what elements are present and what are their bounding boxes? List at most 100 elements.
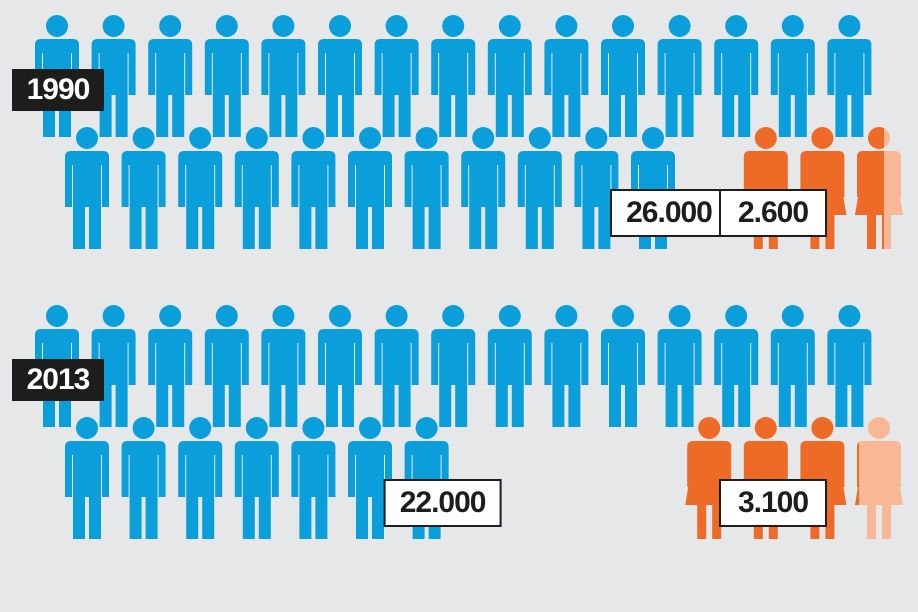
person-body xyxy=(261,329,306,427)
person-head xyxy=(585,127,608,149)
person-body xyxy=(770,39,815,137)
person-head xyxy=(668,305,691,327)
person-head xyxy=(754,127,777,149)
person-head xyxy=(159,305,182,327)
person-body xyxy=(601,39,645,137)
person-icon xyxy=(517,127,562,249)
person-body xyxy=(204,39,249,137)
person-head xyxy=(215,15,238,37)
person-body xyxy=(461,151,506,249)
person-body xyxy=(291,151,336,249)
person-head xyxy=(698,417,721,439)
person-body xyxy=(204,329,249,427)
person-head xyxy=(302,127,325,149)
person-icon xyxy=(574,127,619,249)
person-body xyxy=(827,39,872,137)
person-head xyxy=(555,15,578,37)
person-icon xyxy=(234,127,279,249)
person-icon xyxy=(827,305,872,427)
person-icon xyxy=(855,417,903,539)
person-body xyxy=(431,39,476,137)
person-body xyxy=(714,39,759,137)
person-icon xyxy=(261,15,306,137)
person-icon xyxy=(714,305,759,427)
person-icon xyxy=(770,15,815,137)
person-body xyxy=(855,441,903,539)
person-head xyxy=(781,305,804,327)
person-body xyxy=(855,442,859,505)
person-head xyxy=(811,417,834,439)
person-body xyxy=(318,329,362,427)
person-body xyxy=(487,39,532,137)
person-body xyxy=(855,151,884,249)
person-body xyxy=(517,151,562,249)
person-icon xyxy=(261,305,306,427)
person-body xyxy=(121,441,166,539)
person-head xyxy=(76,417,98,439)
person-icon xyxy=(601,305,645,427)
person-icon xyxy=(348,417,392,539)
person-body xyxy=(121,151,166,249)
person-icon xyxy=(121,127,166,249)
person-head xyxy=(189,417,212,439)
person-head xyxy=(415,417,438,439)
person-head xyxy=(76,127,98,149)
person-icon xyxy=(204,15,249,137)
person-icon xyxy=(374,305,419,427)
person-body xyxy=(91,39,136,137)
person-head xyxy=(245,127,268,149)
person-head xyxy=(385,305,408,327)
person-head xyxy=(868,127,884,149)
person-head xyxy=(781,15,804,37)
person-head xyxy=(754,417,777,439)
person-icon xyxy=(204,305,249,427)
person-icon xyxy=(291,417,336,539)
person-icon xyxy=(178,417,223,539)
person-icon xyxy=(291,127,336,249)
person-icon xyxy=(770,305,815,427)
person-body xyxy=(148,39,193,137)
person-body xyxy=(431,329,476,427)
person-icon xyxy=(827,15,872,137)
person-head xyxy=(132,127,155,149)
person-head xyxy=(472,127,495,149)
person-head xyxy=(668,15,691,37)
person-body xyxy=(544,329,589,427)
year-box xyxy=(12,69,104,111)
person-head xyxy=(528,127,551,149)
person-icon xyxy=(461,127,506,249)
person-head xyxy=(46,305,68,327)
person-head xyxy=(272,15,295,37)
person-head xyxy=(329,15,351,37)
person-head xyxy=(102,305,125,327)
person-body xyxy=(178,441,223,539)
value-label: 2.600 xyxy=(738,196,808,229)
value-label-box xyxy=(383,479,502,527)
person-icon xyxy=(657,305,702,427)
person-body xyxy=(657,329,702,427)
value-label: 26.000 xyxy=(626,196,712,229)
person-head xyxy=(442,305,465,327)
person-icon xyxy=(318,305,362,427)
person-head xyxy=(868,417,890,439)
person-head xyxy=(498,15,521,37)
person-icon xyxy=(601,15,645,137)
person-head xyxy=(612,15,634,37)
person-body xyxy=(348,441,392,539)
person-body xyxy=(827,329,872,427)
value-label-box xyxy=(719,479,827,527)
person-head xyxy=(838,305,861,327)
person-body xyxy=(291,441,336,539)
person-icon xyxy=(148,15,193,137)
value-label-box xyxy=(610,189,728,237)
person-head xyxy=(359,417,381,439)
person-icon xyxy=(487,15,532,137)
person-body xyxy=(487,329,532,427)
person-icon xyxy=(544,15,589,137)
person-body xyxy=(374,39,419,137)
person-icon xyxy=(91,305,136,427)
person-body xyxy=(318,39,362,137)
person-head xyxy=(189,127,212,149)
person-icon xyxy=(318,15,362,137)
